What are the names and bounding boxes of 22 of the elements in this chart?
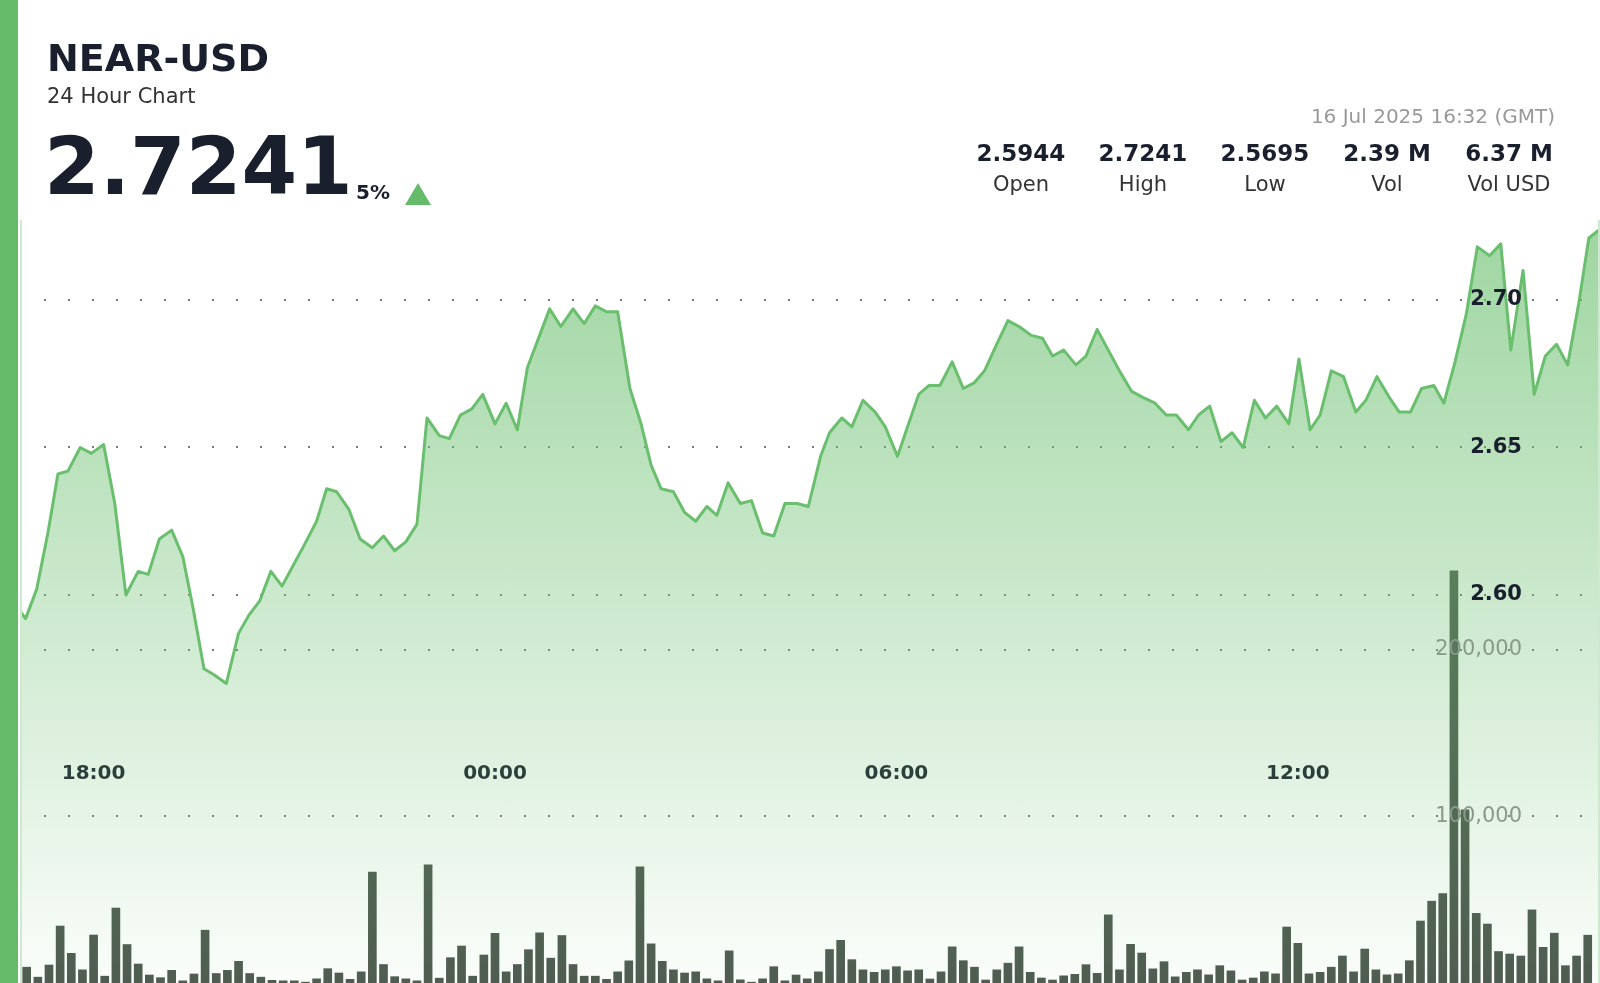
x-tick-label: 00:00 (463, 760, 527, 785)
y-tick-label: 2.65 (1470, 433, 1522, 458)
text: Vol USD (1466, 172, 1552, 196)
y-tick-label: 2.70 (1470, 286, 1522, 311)
text: 2.5944 (975, 140, 1067, 166)
chart-subtitle: 24 Hour Chart (47, 84, 196, 108)
text: 16 Jul 2025 16:32 (GMT) (1310, 104, 1555, 128)
x-tick-label: 12:00 (1265, 760, 1330, 785)
text: High (1117, 172, 1169, 196)
x-tick-label: 06:00 (864, 760, 929, 785)
text: 2.7241 (44, 120, 353, 213)
text: 2.39 M (1342, 140, 1432, 166)
chart-title: NEAR-USD (47, 36, 269, 80)
text: 2.5695 (1219, 140, 1311, 166)
x-tick-label: 18:00 (61, 760, 126, 785)
text: Vol (1370, 172, 1404, 196)
y-tick-label: 2.60 (1470, 581, 1522, 606)
text: Low (1243, 172, 1287, 196)
text: 6.37 M (1464, 140, 1554, 166)
text: Open (991, 172, 1051, 196)
text: 5% (356, 180, 390, 204)
text: 2.7241 (1097, 140, 1189, 166)
